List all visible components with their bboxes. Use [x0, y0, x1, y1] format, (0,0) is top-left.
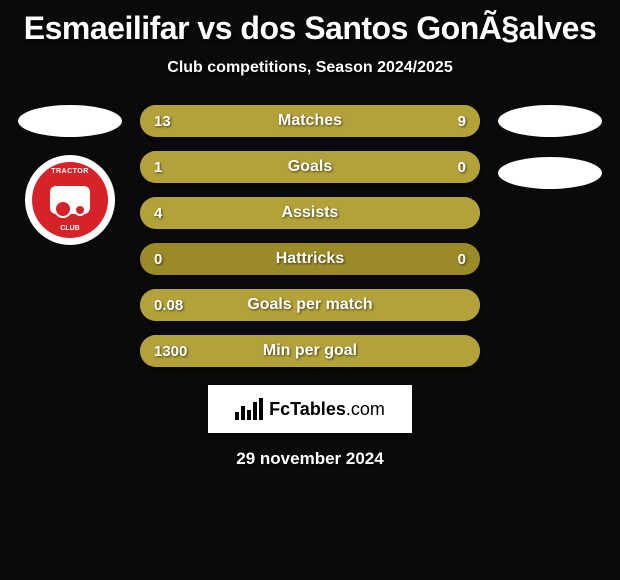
stat-fill-left — [140, 197, 480, 229]
club-name-bottom: CLUB — [60, 225, 79, 232]
stat-bar: 139Matches — [140, 105, 480, 137]
left-club-logo: TRACTOR CLUB — [25, 155, 115, 245]
date-label: 29 november 2024 — [236, 449, 383, 469]
branding-box[interactable]: FcTables.com — [208, 385, 412, 433]
stat-fill-left — [140, 335, 480, 367]
branding-text: FcTables.com — [269, 399, 385, 420]
page-title: Esmaeilifar vs dos Santos GonÃ§alves — [24, 10, 596, 47]
stat-bar: 0 0Hattricks — [140, 243, 480, 275]
stat-label: Hattricks — [140, 250, 480, 268]
stats-list: 139Matches 10Goals 4Assists 0 0Hattricks 0.08… — [140, 105, 480, 367]
stat-right-value: 0 — [458, 251, 466, 268]
right-player-column — [498, 105, 602, 189]
main-content: TRACTOR CLUB 139Matches10Goals4Assists00… — [0, 105, 620, 367]
stat-fill-left — [140, 289, 480, 321]
right-club-placeholder — [498, 157, 602, 189]
stat-fill-right — [412, 151, 480, 183]
left-player-placeholder — [18, 105, 122, 137]
fctables-logo: FcTables.com — [235, 398, 385, 420]
tractor-logo-icon: TRACTOR CLUB — [32, 162, 108, 238]
stat-fill-left — [140, 151, 412, 183]
right-player-placeholder — [498, 105, 602, 137]
stat-bar: 0.08Goals per match — [140, 289, 480, 321]
comparison-card: Esmaeilifar vs dos Santos GonÃ§alves Clu… — [0, 0, 620, 469]
tractor-icon — [50, 186, 90, 214]
subtitle: Club competitions, Season 2024/2025 — [167, 59, 452, 77]
club-name-top: TRACTOR — [51, 168, 89, 175]
stat-fill-right — [341, 105, 480, 137]
left-player-column: TRACTOR CLUB — [18, 105, 122, 245]
stat-bar: 1300Min per goal — [140, 335, 480, 367]
stat-fill-left — [140, 105, 341, 137]
stat-left-value: 0 — [154, 251, 162, 268]
bars-icon — [235, 398, 263, 420]
stat-bar: 4Assists — [140, 197, 480, 229]
stat-bar: 10Goals — [140, 151, 480, 183]
